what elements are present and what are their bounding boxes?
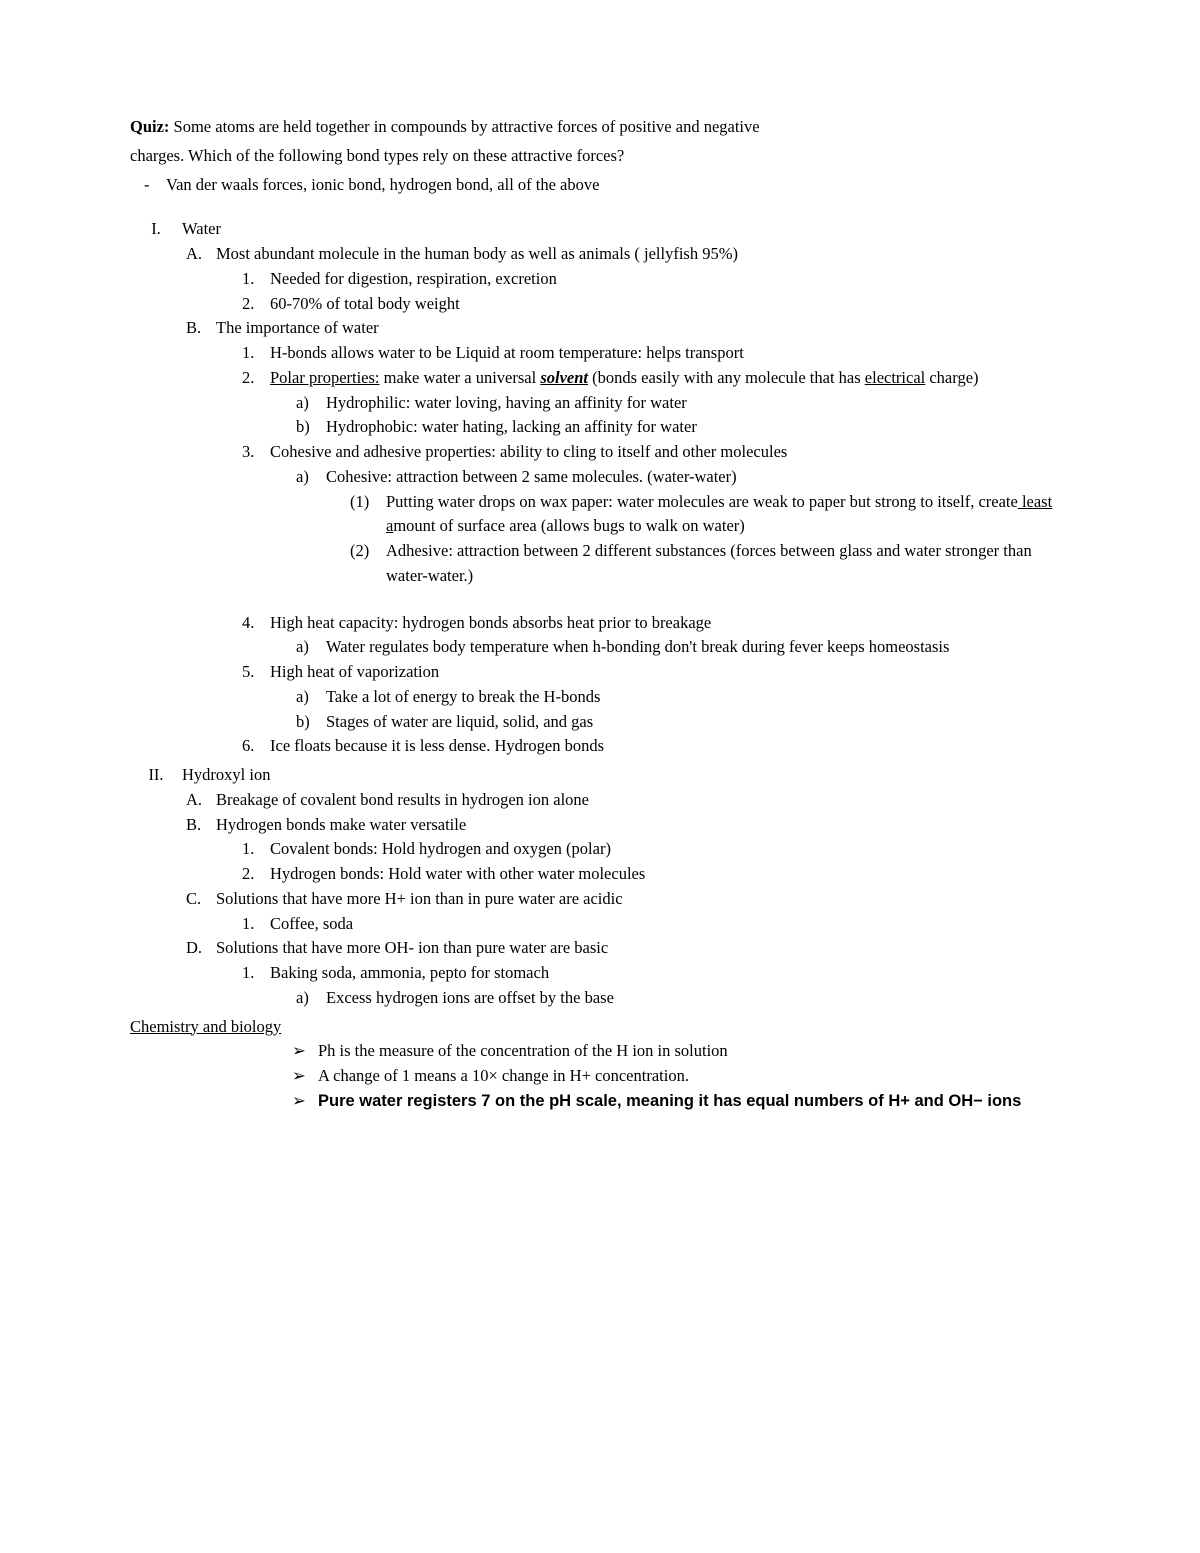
I-A-1: Needed for digestion, respiration, excre…: [270, 267, 1070, 292]
arrow-icon: ➢: [292, 1089, 318, 1114]
II-D-1: Baking soda, ammonia, pepto for stomach …: [270, 961, 1070, 1011]
II-D-1-a: Excess hydrogen ions are offset by the b…: [326, 986, 1070, 1011]
chem-b2: A change of 1 means a 10× change in H+ c…: [318, 1064, 1070, 1089]
I-A-2: 60-70% of total body weight: [270, 292, 1070, 317]
arrow-icon: ➢: [292, 1039, 318, 1064]
outline-I-B: B. The importance of water 1.H-bonds all…: [182, 316, 1070, 759]
chem-heading: Chemistry and biology: [130, 1015, 1070, 1040]
II-D: Solutions that have more OH- ion than pu…: [216, 936, 1070, 1010]
quiz-question-line1: Some atoms are held together in compound…: [174, 117, 760, 136]
I-B-5-b: Stages of water are liquid, solid, and g…: [326, 710, 1070, 735]
I-B-3: Cohesive and adhesive properties: abilit…: [270, 440, 1070, 589]
I-B-3-a-1: Putting water drops on wax paper: water …: [386, 490, 1070, 540]
I-B-3-a-2: Adhesive: attraction between 2 different…: [386, 539, 1070, 589]
arrow-icon: ➢: [292, 1064, 318, 1089]
I-B-2: Polar properties: make water a universal…: [270, 366, 1070, 440]
II-A: Breakage of covalent bond results in hyd…: [216, 788, 1070, 813]
I-B-4-a: Water regulates body temperature when h-…: [326, 635, 1070, 660]
I-B-2-a: Hydrophilic: water loving, having an aff…: [326, 391, 1070, 416]
outline-I: I. Water A. Most abundant molecule in th…: [130, 217, 1070, 759]
I-B-1: H-bonds allows water to be Liquid at roo…: [270, 341, 1070, 366]
quiz-answer: Van der waals forces, ionic bond, hydrog…: [166, 173, 1070, 198]
outline-I-B-text: The importance of water: [216, 316, 1070, 341]
letter-marker: A.: [182, 242, 216, 316]
I-B-3-a: Cohesive: attraction between 2 same mole…: [326, 465, 1070, 589]
quiz-question-line2: charges. Which of the following bond typ…: [130, 144, 1070, 169]
II-B-1: Covalent bonds: Hold hydrogen and oxygen…: [270, 837, 1070, 862]
roman-marker: I.: [130, 217, 182, 759]
chem-list: ➢Ph is the measure of the concentration …: [130, 1039, 1070, 1113]
chem-b3: Pure water registers 7 on the pH scale, …: [318, 1089, 1070, 1114]
II-C: Solutions that have more H+ ion than in …: [216, 887, 1070, 937]
I-B-4: High heat capacity: hydrogen bonds absor…: [270, 611, 1070, 661]
outline-I-A: A. Most abundant molecule in the human b…: [182, 242, 1070, 316]
quiz-block: Quiz: Some atoms are held together in co…: [130, 115, 1070, 140]
outline-I-A-text: Most abundant molecule in the human body…: [216, 242, 1070, 267]
II-B: Hydrogen bonds make water versatile 1.Co…: [216, 813, 1070, 887]
chem-b1: Ph is the measure of the concentration o…: [318, 1039, 1070, 1064]
outline-II-title: Hydroxyl ion: [182, 763, 1070, 788]
II-B-2: Hydrogen bonds: Hold water with other wa…: [270, 862, 1070, 887]
I-B-2-b: Hydrophobic: water hating, lacking an af…: [326, 415, 1070, 440]
I-B-5: High heat of vaporization a)Take a lot o…: [270, 660, 1070, 734]
II-C-1: Coffee, soda: [270, 912, 1070, 937]
I-B-6: Ice floats because it is less dense. Hyd…: [270, 734, 1070, 759]
I-B-5-a: Take a lot of energy to break the H-bond…: [326, 685, 1070, 710]
quiz-label: Quiz:: [130, 117, 169, 136]
outline-I-title: Water: [182, 217, 1070, 242]
outline-II: II. Hydroxyl ion A.Breakage of covalent …: [130, 763, 1070, 1011]
